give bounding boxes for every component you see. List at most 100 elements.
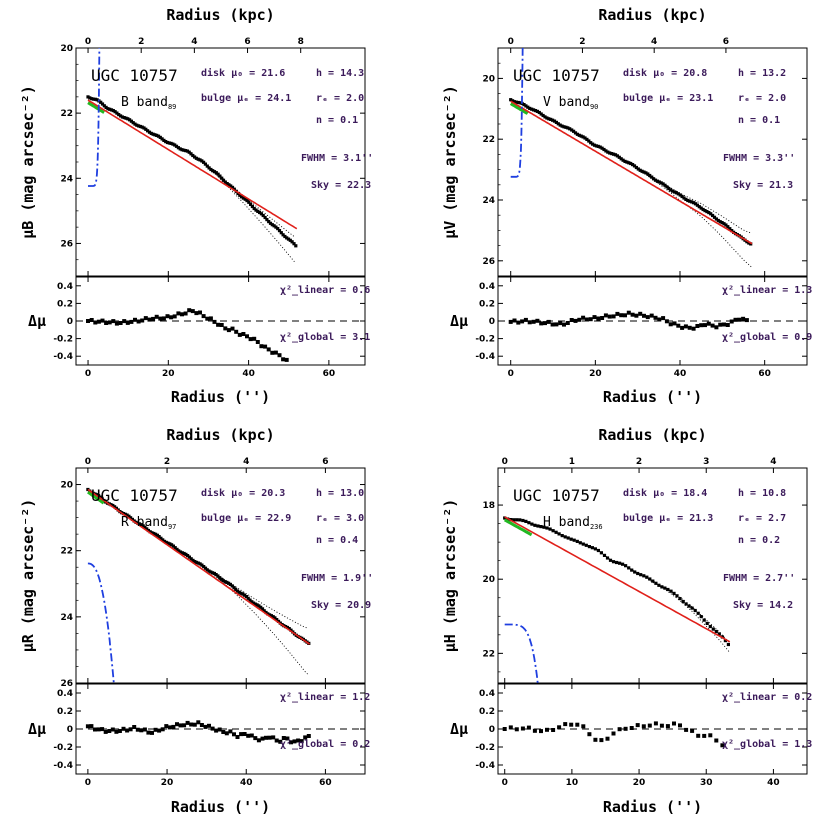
profile-point <box>174 144 179 148</box>
residual-point <box>132 725 137 729</box>
kpc-tick-label: 1 <box>569 457 575 467</box>
x-tick-label: 60 <box>319 778 332 788</box>
profile-point <box>130 517 134 521</box>
profile-point <box>642 574 646 578</box>
profile-point <box>131 121 135 125</box>
profile-point <box>263 215 267 220</box>
profile-point <box>639 573 643 577</box>
profile-point <box>646 172 650 176</box>
residual-point <box>103 729 108 734</box>
profile-point <box>530 522 534 526</box>
profile-point <box>126 117 130 121</box>
profile-point <box>612 152 616 156</box>
profile-point <box>558 123 562 127</box>
profile-point <box>270 223 274 227</box>
residual-point <box>96 727 101 732</box>
profile-point <box>164 540 168 544</box>
profile-point <box>289 628 293 632</box>
profile-point <box>141 524 145 528</box>
residual-point <box>139 728 144 733</box>
profile-point <box>535 109 539 113</box>
profile-point <box>690 606 694 610</box>
profile-point <box>652 177 656 181</box>
residual-point <box>683 324 688 329</box>
profile-point <box>720 221 724 225</box>
kpc-tick-label: 4 <box>243 457 249 467</box>
profile-point <box>726 642 730 647</box>
residual-point <box>147 317 152 322</box>
residual-point <box>508 319 513 324</box>
profile-point <box>275 618 279 622</box>
param-disk-mu0: disk μ₀ = 18.4 <box>623 487 707 499</box>
residual-point <box>292 739 297 744</box>
profile-point <box>254 208 258 212</box>
profile-point <box>113 505 117 509</box>
profile-point <box>666 587 670 592</box>
profile-point <box>252 206 256 211</box>
residual-point <box>729 319 734 324</box>
residual-point <box>167 725 172 730</box>
residual-point <box>659 723 664 728</box>
residual-point <box>136 319 141 324</box>
residual-point <box>623 313 627 318</box>
profile-point <box>277 229 282 233</box>
profile-point <box>692 201 696 205</box>
kpc-tick-label: 4 <box>770 457 776 467</box>
profile-point <box>702 618 706 622</box>
residual-point <box>85 724 90 729</box>
profile-point <box>659 181 663 185</box>
total-fit-line <box>504 516 731 643</box>
profile-point <box>140 125 144 129</box>
residual-point <box>135 727 140 732</box>
kpc-tick-label: 0 <box>508 37 514 47</box>
residual-point <box>557 725 562 730</box>
residual-point <box>617 727 622 732</box>
kpc-tick-label: 4 <box>651 37 657 47</box>
profile-point <box>137 522 142 526</box>
profile-point <box>237 590 241 594</box>
residual-point <box>588 317 593 322</box>
profile-point <box>128 118 132 122</box>
residual-point <box>142 727 147 732</box>
profile-point <box>250 204 254 209</box>
residual-point <box>86 319 90 323</box>
residual-point <box>203 724 208 729</box>
profile-point <box>669 188 673 192</box>
profile-point <box>645 575 649 579</box>
profile-point <box>249 202 253 206</box>
res-y-tick-label: 0.2 <box>57 299 73 309</box>
profile-point <box>207 166 211 170</box>
profile-point <box>177 549 181 553</box>
profile-point <box>123 512 127 516</box>
residual-point <box>228 729 233 734</box>
residual-point <box>744 318 749 323</box>
res-y-tick-label: -0.2 <box>475 743 495 753</box>
profile-point <box>186 554 190 558</box>
residual-point <box>708 733 713 738</box>
res-y-tick-label: -0.4 <box>53 761 73 771</box>
param-re: rₑ = 2.0 <box>316 93 364 104</box>
residual-point <box>234 329 239 334</box>
residual-point <box>151 316 156 321</box>
profile-point <box>198 158 202 162</box>
profile-point <box>521 518 525 523</box>
residual-point <box>691 326 696 331</box>
residual-point <box>710 323 715 328</box>
residual-point <box>256 738 261 743</box>
profile-point <box>672 591 676 595</box>
profile-point <box>148 530 152 534</box>
x-tick-label: 20 <box>633 778 646 788</box>
residual-point <box>306 734 311 738</box>
bottom-axis-title: Radius ('') <box>171 798 270 816</box>
residual-point <box>100 727 105 732</box>
profile-point <box>703 209 707 213</box>
profile-point <box>214 573 218 577</box>
kpc-tick-label: 0 <box>502 457 508 467</box>
residual-point <box>246 733 251 738</box>
bulge-fit-line <box>88 48 101 187</box>
residual-point <box>207 723 211 728</box>
profile-point <box>285 625 289 630</box>
profile-point <box>234 587 238 592</box>
res-y-tick-label: 0.4 <box>57 689 73 699</box>
profile-point <box>99 100 103 104</box>
